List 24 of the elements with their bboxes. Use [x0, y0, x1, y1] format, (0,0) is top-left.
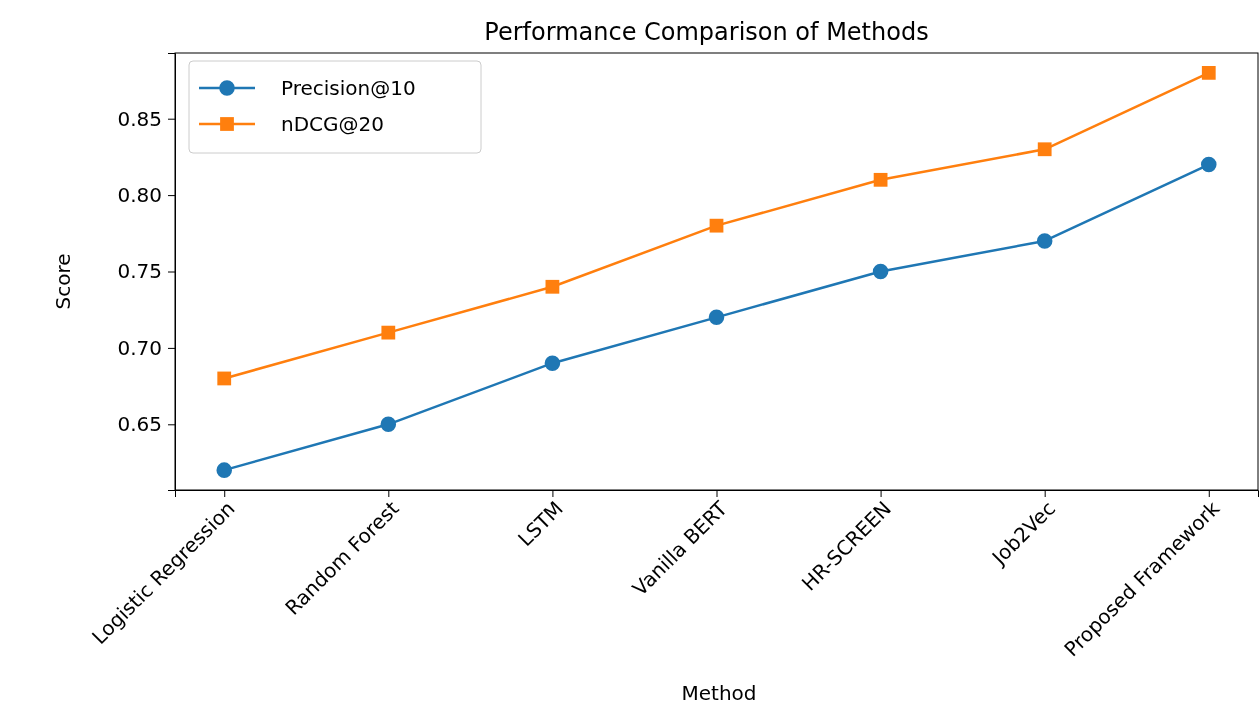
y-tick-label: 0.85 — [117, 106, 162, 131]
point — [544, 355, 561, 371]
legend-label: Precision@10 — [281, 76, 416, 100]
point — [709, 218, 724, 233]
chart-title: Performance Comparison of Methods — [484, 18, 929, 46]
x-axis-title: Method — [681, 681, 757, 702]
point — [873, 172, 888, 187]
point — [872, 263, 889, 280]
y-tick-label: 0.65 — [117, 412, 162, 437]
point — [1037, 142, 1052, 157]
y-axis-title: Score — [51, 253, 75, 310]
point — [1036, 233, 1053, 249]
point — [1201, 156, 1217, 173]
y-tick-label: 0.80 — [117, 183, 162, 207]
legend-label: nDCG@20 — [281, 112, 384, 136]
point — [381, 325, 396, 340]
point — [708, 309, 725, 326]
y-tick-label: 0.75 — [117, 259, 162, 284]
point — [1201, 65, 1216, 80]
point — [380, 416, 397, 433]
point — [216, 462, 232, 478]
point — [217, 371, 232, 386]
point — [545, 279, 560, 294]
y-tick-label: 0.70 — [117, 335, 162, 360]
